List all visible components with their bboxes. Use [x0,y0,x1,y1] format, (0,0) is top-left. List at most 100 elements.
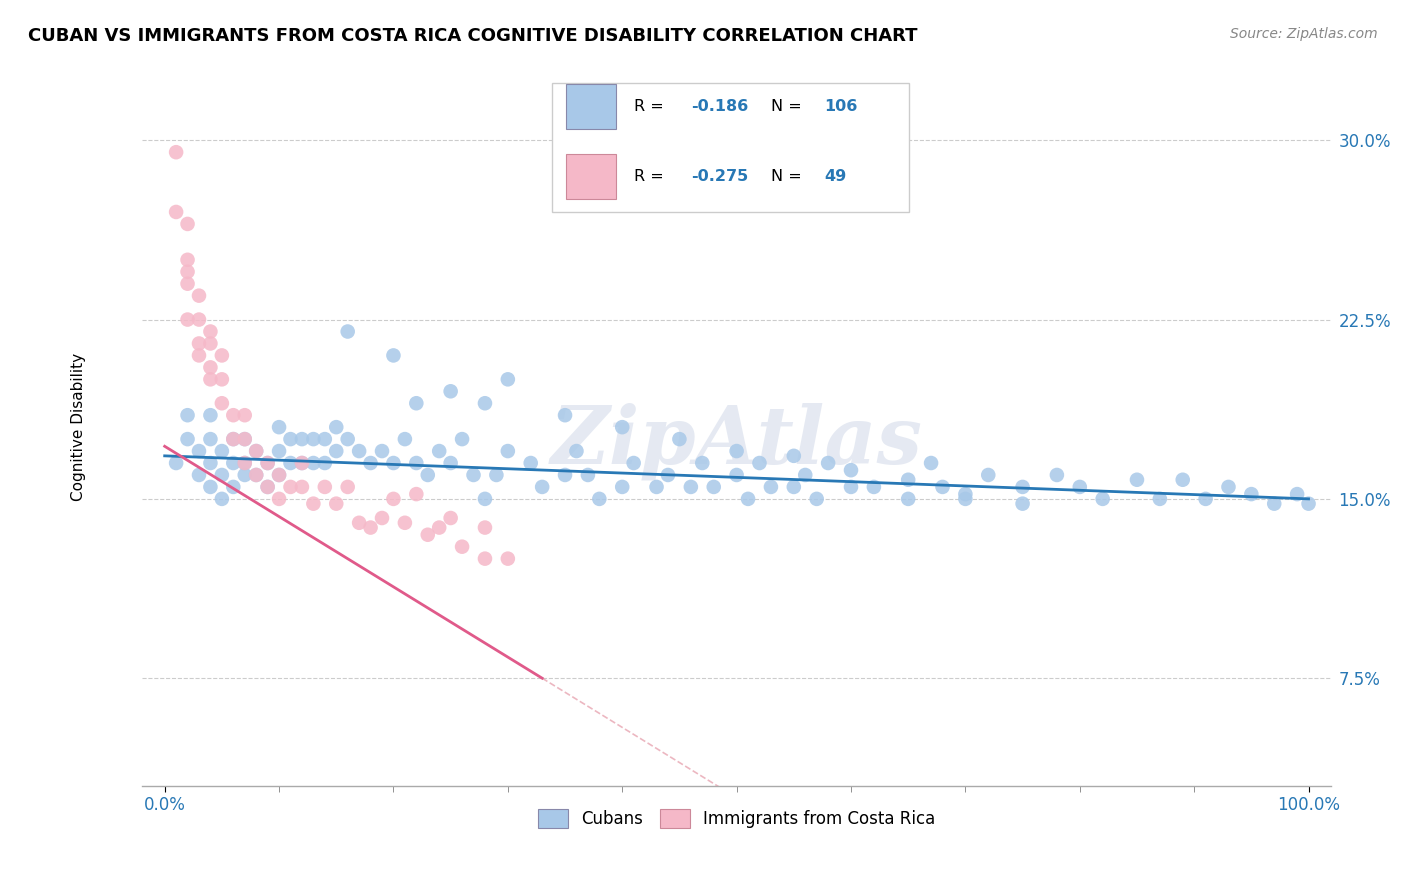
Point [955,487,977,501]
Point [783,449,806,463]
Point [200,372,222,386]
Point [233,467,256,482]
Point [839,463,862,477]
Point [554,408,576,422]
Point [280,480,302,494]
Point [783,480,806,494]
Point [371,511,394,525]
Point [554,467,576,482]
Point [1194,491,1216,506]
Point [612,420,634,434]
Point [1240,487,1263,501]
Point [211,396,233,410]
Point [382,491,405,506]
Text: -0.186: -0.186 [692,99,748,114]
Text: N =: N = [770,99,807,114]
Point [519,456,541,470]
Point [531,480,554,494]
Point [496,372,519,386]
Point [245,444,267,458]
Point [200,325,222,339]
Point [703,480,725,494]
Point [200,360,222,375]
Point [291,480,314,494]
Point [737,491,759,506]
Point [314,480,336,494]
Point [211,348,233,362]
Point [839,480,862,494]
Point [267,467,290,482]
Point [314,432,336,446]
Point [280,456,302,470]
Point [233,456,256,470]
Text: N =: N = [770,169,807,184]
Point [817,456,839,470]
Point [245,444,267,458]
Point [977,467,1000,482]
Point [267,444,290,458]
Point [347,516,370,530]
Point [336,432,359,446]
Point [576,467,599,482]
Point [291,432,314,446]
Point [451,540,474,554]
Point [588,491,610,506]
Point [188,444,211,458]
Point [233,456,256,470]
Point [176,408,198,422]
Point [690,456,713,470]
Point [256,456,278,470]
Point [897,491,920,506]
Point [463,467,485,482]
Point [267,491,290,506]
Point [416,527,439,541]
Point [325,420,347,434]
Point [245,467,267,482]
Point [394,432,416,446]
Point [474,520,496,534]
Point [565,444,588,458]
Text: R =: R = [634,99,669,114]
Point [920,456,942,470]
Point [759,480,782,494]
Point [394,516,416,530]
Point [427,520,450,534]
Point [645,480,668,494]
Point [211,467,233,482]
Point [1218,480,1240,494]
Point [496,444,519,458]
FancyBboxPatch shape [567,154,616,199]
Point [668,432,690,446]
Point [302,497,325,511]
Point [222,432,245,446]
Point [165,205,187,219]
Point [1011,497,1033,511]
Point [485,467,508,482]
Text: 106: 106 [825,99,858,114]
Point [188,348,211,362]
Point [188,336,211,351]
Point [256,480,278,494]
Point [405,396,427,410]
Point [440,511,463,525]
Point [451,432,474,446]
Point [325,444,347,458]
Point [725,444,748,458]
Point [188,288,211,302]
Point [474,396,496,410]
Point [302,432,325,446]
Point [360,456,382,470]
Point [233,432,256,446]
Point [1298,497,1320,511]
Point [176,432,198,446]
Point [222,408,245,422]
Point [679,480,702,494]
Text: CUBAN VS IMMIGRANTS FROM COSTA RICA COGNITIVE DISABILITY CORRELATION CHART: CUBAN VS IMMIGRANTS FROM COSTA RICA COGN… [28,27,918,45]
Point [233,432,256,446]
Text: R =: R = [634,169,669,184]
Legend: Cubans, Immigrants from Costa Rica: Cubans, Immigrants from Costa Rica [531,802,942,835]
Y-axis label: Cognitive Disability: Cognitive Disability [72,353,86,501]
Point [267,420,290,434]
Point [256,480,278,494]
Point [1149,491,1171,506]
